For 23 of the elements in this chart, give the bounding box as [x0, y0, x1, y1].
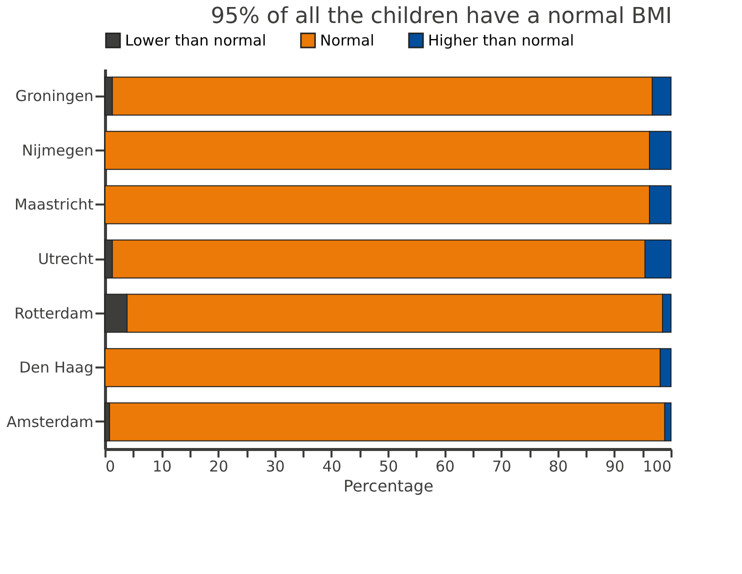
- x-tick-label: 50: [378, 458, 398, 476]
- x-tick-label: 100: [642, 458, 672, 476]
- x-tick-label: 90: [605, 458, 624, 476]
- y-tick-label: Nijmegen: [22, 141, 94, 160]
- y-tick-label: Utrecht: [38, 250, 94, 268]
- y-tick-label: Maastricht: [14, 196, 94, 214]
- y-tick-label: Rotterdam: [14, 304, 94, 322]
- x-tick-label: 70: [492, 458, 512, 476]
- x-tick-label: 10: [152, 458, 172, 476]
- x-tick-label: 80: [548, 458, 568, 476]
- x-tick-label: 30: [266, 458, 285, 476]
- legend-label: Lower than normal: [125, 31, 266, 50]
- legend-label: Higher than normal: [428, 31, 574, 50]
- x-tick-label: 40: [322, 458, 342, 476]
- y-tick-label: Den Haag: [19, 358, 94, 377]
- x-tick-label: 60: [436, 458, 455, 476]
- legend-label: Normal: [320, 31, 374, 50]
- x-axis-title: Percentage: [343, 476, 434, 496]
- y-tick-label: Groningen: [15, 87, 94, 106]
- x-tick-label: 20: [209, 458, 228, 476]
- chart-title: 95% of all the children have a normal BMI: [210, 4, 672, 29]
- x-tick-label: 0: [106, 458, 116, 476]
- y-tick-label: Amsterdam: [6, 412, 94, 431]
